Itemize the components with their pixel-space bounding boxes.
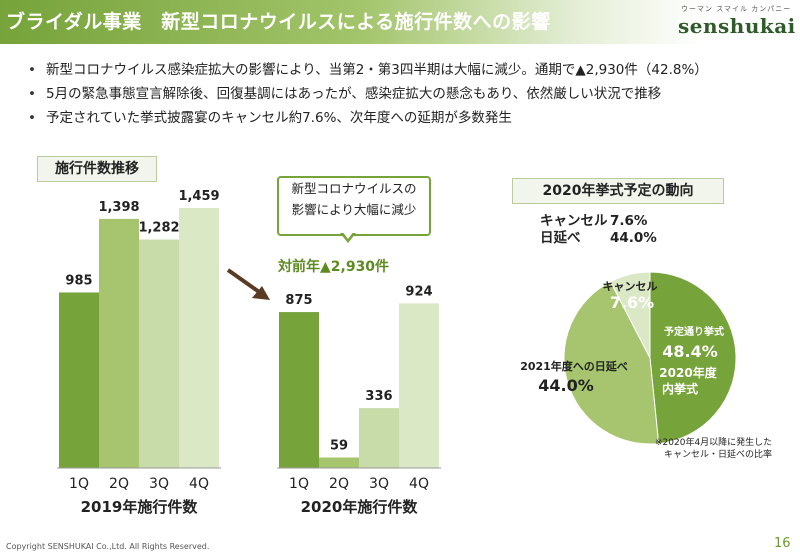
pie-label: 予定通り挙式: [664, 325, 724, 338]
callout-tail-inner: [342, 231, 354, 239]
bar2020-title: 2020年施行件数: [301, 498, 419, 516]
pie-value-label: 48.4%: [662, 342, 718, 361]
summary-value: 44.0%: [610, 230, 657, 246]
bar2019-value-label: 1,282: [138, 221, 179, 236]
copyright: Copyright SENSHUKAI Co.,Ltd. All Rights …: [6, 542, 210, 551]
summary-bullets: 新型コロナウイルス感染症拡大の影響により、当第2・第3四半期は大幅に減少。通期で…: [28, 58, 708, 130]
pie-slice-2: [609, 271, 651, 359]
bar2019-tick-label: 1Q: [69, 476, 89, 492]
bar2019-bar-2q: [99, 218, 139, 468]
trend-arrow-shaft: [226, 268, 264, 296]
pie-value-label: 44.0%: [538, 376, 594, 395]
bar2019-tick-label: 4Q: [189, 476, 209, 492]
bar2020-tick-label: 1Q: [289, 476, 309, 492]
bar2020-tick-label: 4Q: [409, 476, 429, 492]
bar2020-value-label: 875: [285, 293, 312, 308]
bar2019-value-label: 985: [65, 273, 92, 288]
pie-sublabel: 内挙式: [662, 381, 698, 396]
bar2020-bar-1q: [279, 312, 319, 468]
yoy-change-label: 対前年▲2,930件: [278, 259, 390, 275]
callout-box: 新型コロナウイルスの 影響により大幅に減少: [277, 176, 431, 236]
summary-value: 7.6%: [610, 213, 648, 229]
bar2019-bar-1q: [59, 292, 99, 468]
bar2020-tick-label: 2Q: [329, 476, 349, 492]
bar2019-bar-3q: [139, 239, 179, 468]
bar2019-value-label: 1,398: [98, 200, 139, 215]
bar2020-tick-label: 3Q: [369, 476, 389, 492]
pie-summary: キャンセル 7.6% 日延べ 44.0%: [540, 213, 657, 247]
summary-row-postpone: 日延べ 44.0%: [540, 230, 657, 247]
logo-ruby-text: ウーマン スマイル カンパニー: [681, 5, 792, 13]
pie-slice-0: [649, 271, 737, 445]
summary-name: キャンセル: [540, 213, 608, 229]
bar2019-value-label: 1,459: [178, 189, 219, 204]
bar2020-value-label: 336: [365, 389, 392, 404]
pie-value-label: 7.6%: [610, 293, 654, 312]
bar2019-title: 2019年施行件数: [81, 498, 199, 516]
summary-row-cancel: キャンセル 7.6%: [540, 213, 657, 230]
pie-section-label: 2020年挙式予定の動向: [512, 178, 724, 204]
bar2019-bar-4q: [179, 208, 219, 468]
senshukai-logo: senshukai: [678, 14, 796, 38]
page-number: 16: [774, 536, 791, 551]
bar2020-value-label: 924: [405, 284, 432, 299]
pie-sublabel: 2020年度: [659, 365, 717, 380]
pie-label: 2021年度への日延べ: [520, 359, 628, 373]
bar2020-bar-2q: [319, 457, 359, 468]
page-title: ブライダル事業 新型コロナウイルスによる施行件数への影響: [6, 11, 551, 33]
footnote: ※2020年4月以降に発生した キャンセル・日延べの比率: [655, 438, 773, 460]
pie-slice-1: [563, 280, 660, 445]
bar-section-label: 施行件数推移: [37, 156, 157, 182]
bar2019-tick-label: 3Q: [149, 476, 169, 492]
bullet-item: 5月の緊急事態宣言解除後、回復基調にはあったが、感染症拡大の懸念もあり、依然厳し…: [28, 82, 708, 106]
bar2020-bar-3q: [359, 408, 399, 468]
bar2020-bar-4q: [399, 303, 439, 468]
bullet-item: 新型コロナウイルス感染症拡大の影響により、当第2・第3四半期は大幅に減少。通期で…: [28, 58, 708, 82]
header-bar: ブライダル事業 新型コロナウイルスによる施行件数への影響 ウーマン スマイル カ…: [0, 0, 800, 44]
bullet-item: 予定されていた挙式披露宴のキャンセル約7.6%、次年度への延期が多数発生: [28, 106, 708, 130]
bar2020-value-label: 59: [330, 438, 348, 453]
pie-label: キャンセル: [603, 280, 658, 293]
bar2019-tick-label: 2Q: [109, 476, 129, 492]
summary-name: 日延べ: [540, 230, 581, 246]
trend-arrow-head: [252, 286, 270, 300]
